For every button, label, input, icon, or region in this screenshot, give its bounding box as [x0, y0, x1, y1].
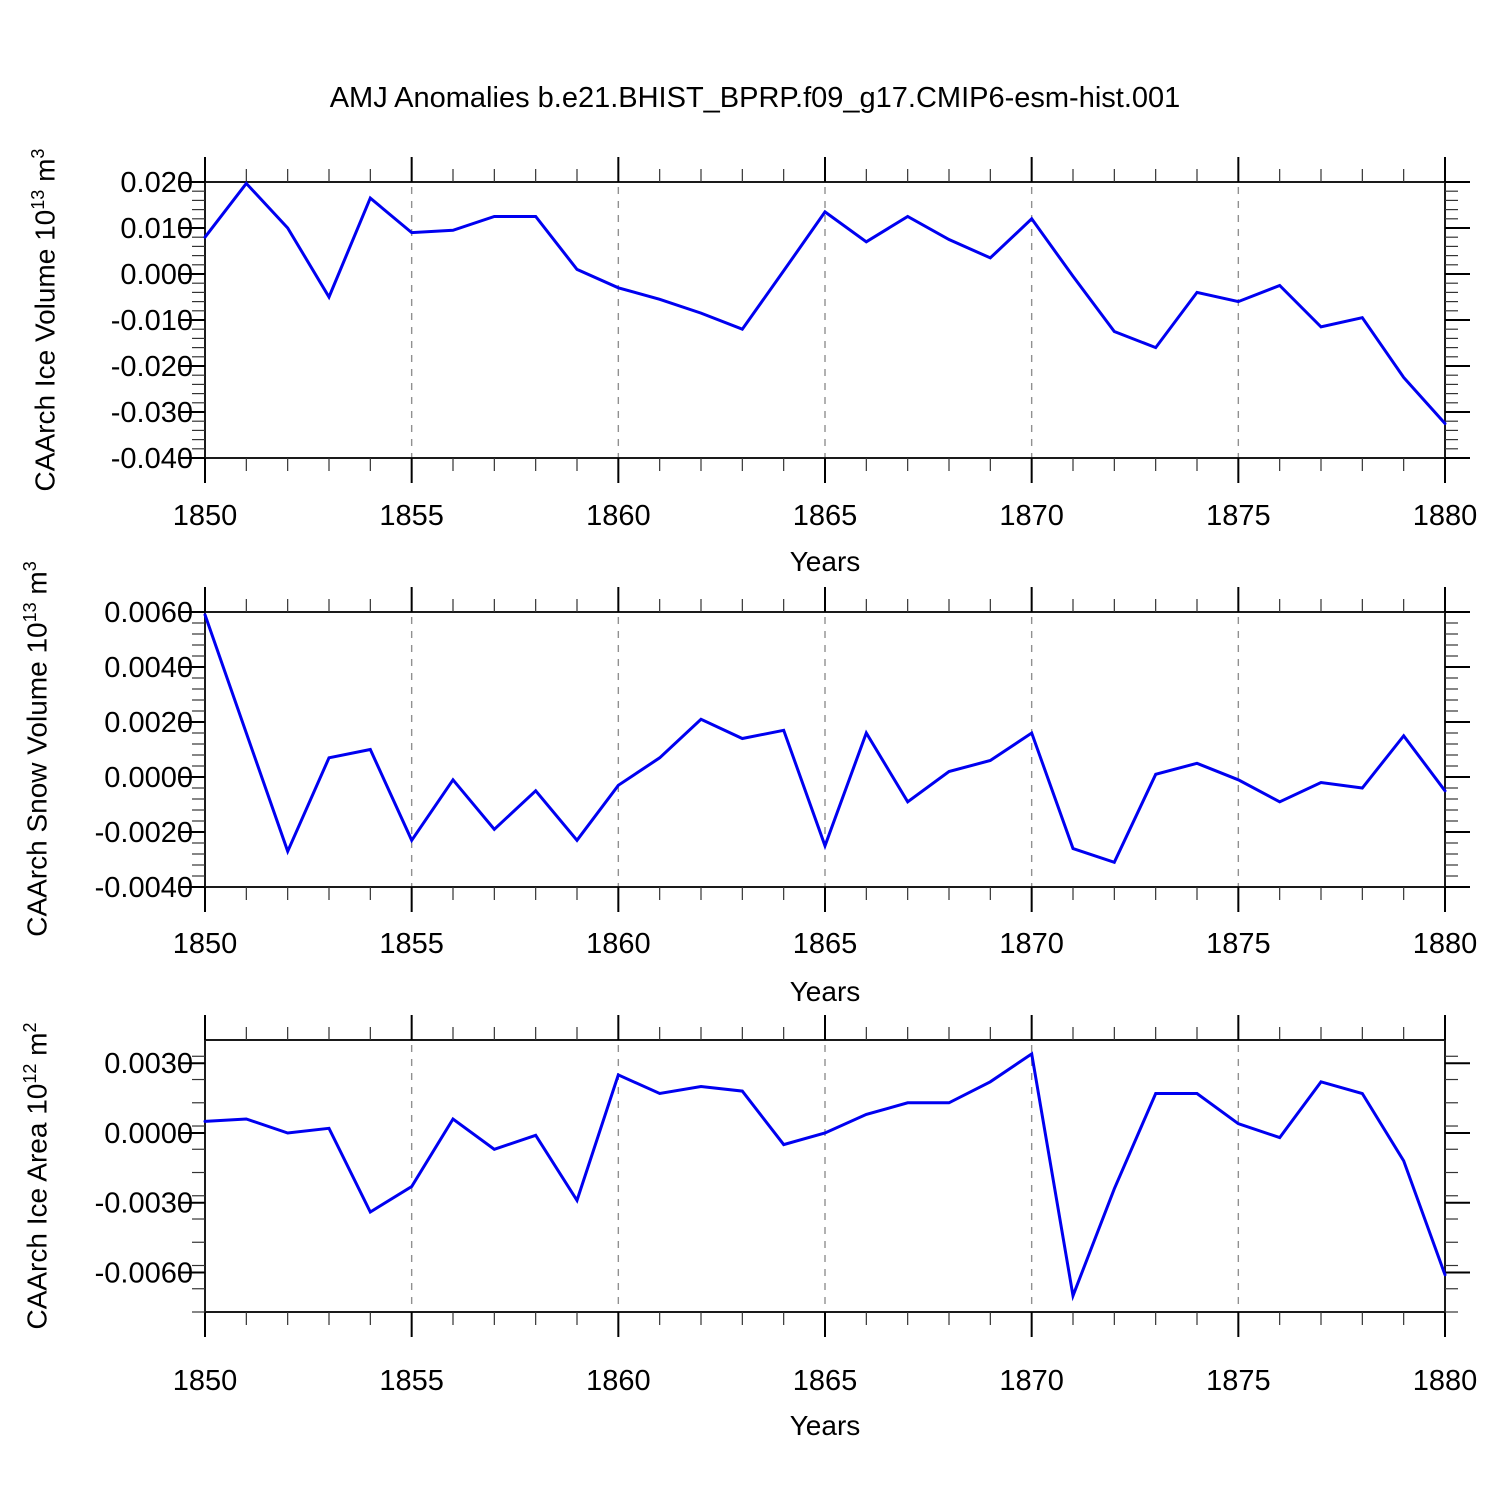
chart-0: 0.020 0.010 0.000 -0.010 -0.020 -0.030 -0.040 1…: [111, 157, 1477, 532]
y-title-exponent: 12: [20, 1063, 40, 1084]
ytick-label: 0.0000: [104, 762, 193, 794]
chart-title: AMJ Anomalies b.e21.BHIST_BPRP.f09_g17.C…: [329, 82, 1181, 114]
ytick-label: 0.0040: [104, 652, 193, 684]
chart-1-data-line: [203, 613, 1447, 865]
xtick-label: 1880: [1413, 1365, 1478, 1397]
chart-2-xtick-labels: 1850 1855 1860 1865 1870 1875 1880: [173, 1365, 1478, 1397]
chart-1-ticks: [180, 587, 1470, 912]
chart-1-xtick-labels: 1850 1855 1860 1865 1870 1875 1880: [173, 928, 1478, 960]
xtick-label: 1870: [999, 1365, 1064, 1397]
chart-2-gridlines: [410, 1045, 1240, 1311]
ytick-label: -0.0020: [95, 817, 193, 849]
ytick-label: 0.0060: [104, 597, 193, 629]
xtick-label: 1855: [379, 928, 444, 960]
xtick-label: 1855: [379, 500, 444, 532]
ytick-label: -0.0060: [95, 1257, 193, 1289]
xtick-label: 1875: [1206, 1365, 1271, 1397]
ytick-label: -0.020: [111, 351, 193, 383]
ytick-label: 0.010: [120, 213, 193, 245]
y-title-text: CAArch Snow Volume 10: [21, 622, 53, 937]
y-title-text: CAArch Ice Area 10: [21, 1083, 53, 1330]
xtick-label: 1870: [999, 500, 1064, 532]
xtick-label: 1860: [586, 1365, 651, 1397]
xtick-label: 1850: [173, 500, 238, 532]
ytick-label: -0.0030: [95, 1188, 193, 1220]
xtick-label: 1865: [793, 500, 858, 532]
chart-0-xtick-labels: 1850 1855 1860 1865 1870 1875 1880: [173, 500, 1478, 532]
y-title-exponent: 13: [28, 189, 48, 210]
y-title-unit-exponent: 3: [20, 561, 40, 572]
y-axis-title-ice-area: CAArch Ice Area 1012 m2: [10, 916, 53, 1436]
chart-2-data-line: [203, 1051, 1447, 1302]
ytick-label: 0.000: [120, 259, 193, 291]
y-title-unit-exponent: 2: [20, 1022, 40, 1033]
chart-1: 0.0060 0.0040 0.0020 0.0000 -0.0020 -0.0040 18…: [95, 587, 1478, 960]
xtick-label: 1865: [793, 928, 858, 960]
chart-0-ticks: [180, 157, 1470, 483]
y-title-unit: m: [29, 158, 61, 190]
ytick-label: 0.020: [120, 167, 193, 199]
chart-2-ytick-labels: 0.0030 0.0000 -0.0030 -0.0060: [95, 1048, 193, 1289]
y-title-unit: m: [21, 1032, 53, 1064]
y-title-unit-exponent: 3: [28, 148, 48, 159]
xtick-label: 1860: [586, 928, 651, 960]
xtick-label: 1850: [173, 928, 238, 960]
xtick-label: 1865: [793, 1365, 858, 1397]
chart-1-ytick-labels: 0.0060 0.0040 0.0020 0.0000 -0.0020 -0.0040: [95, 597, 193, 904]
xtick-label: 1880: [1413, 928, 1478, 960]
xtick-label: 1870: [999, 928, 1064, 960]
x-axis-title-3: Years: [789, 1410, 861, 1441]
chart-0-ytick-labels: 0.020 0.010 0.000 -0.010 -0.020 -0.030 -0.040: [111, 167, 193, 475]
xtick-label: 1875: [1206, 500, 1271, 532]
ytick-label: 0.0020: [104, 707, 193, 739]
xtick-label: 1850: [173, 1365, 238, 1397]
chart-0-gridlines: [410, 187, 1240, 457]
chart-2-ticks: [180, 1015, 1470, 1337]
xtick-label: 1880: [1413, 500, 1478, 532]
x-axis-title-2: Years: [789, 976, 861, 1007]
ytick-label: 0.0000: [104, 1118, 193, 1150]
ytick-label: -0.0040: [95, 872, 193, 904]
y-title-unit: m: [21, 571, 53, 603]
ytick-label: -0.040: [111, 443, 193, 475]
chart-0-data-line: [203, 181, 1447, 425]
y-title-text: CAArch Ice Volume 10: [29, 209, 61, 492]
x-axis-title-1: Years: [789, 546, 861, 577]
ytick-label: -0.010: [111, 305, 193, 337]
xtick-label: 1875: [1206, 928, 1271, 960]
ytick-label: -0.030: [111, 397, 193, 429]
xtick-label: 1860: [586, 500, 651, 532]
xtick-label: 1855: [379, 1365, 444, 1397]
y-title-exponent: 13: [20, 602, 40, 623]
ytick-label: 0.0030: [104, 1048, 193, 1080]
